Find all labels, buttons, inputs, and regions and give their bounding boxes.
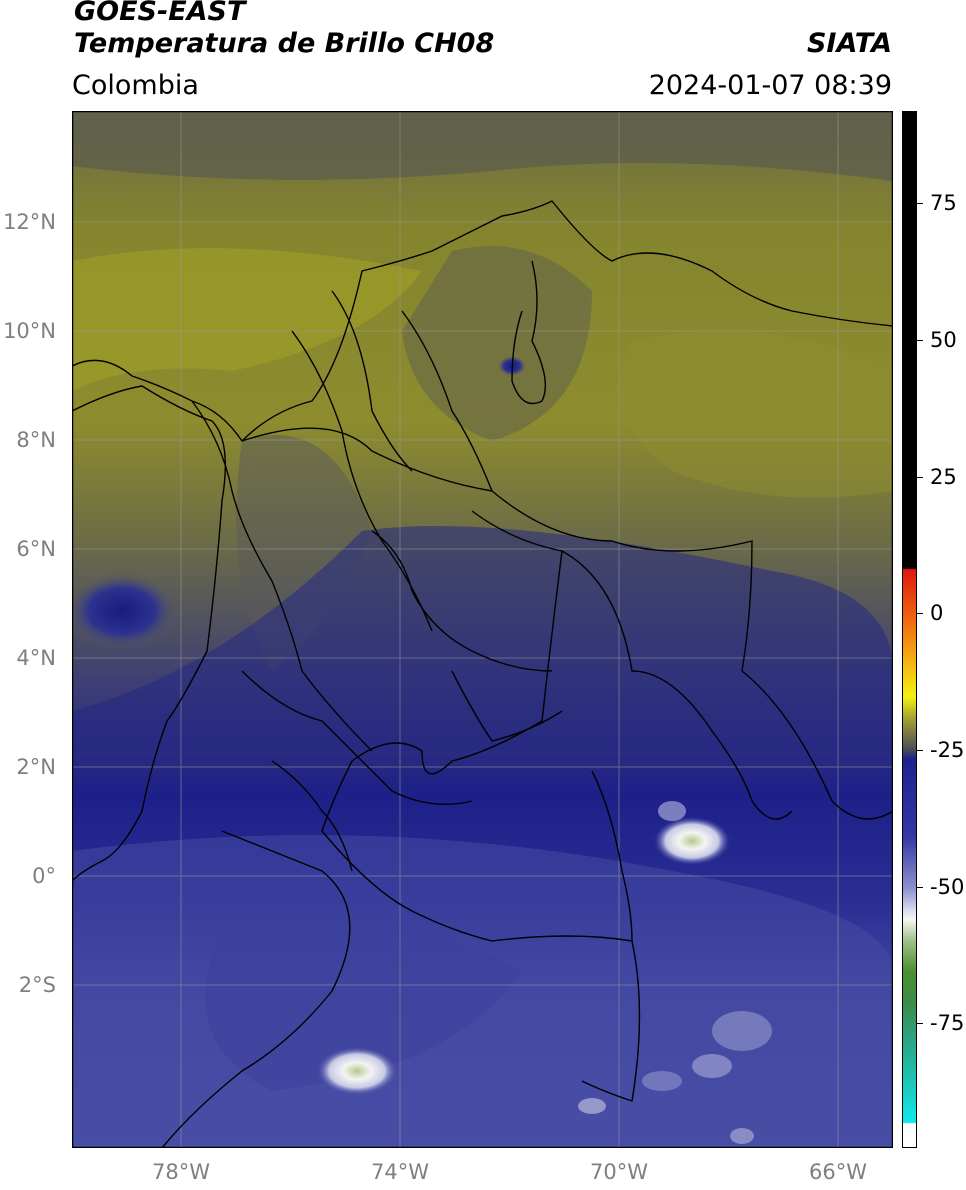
colorbar-label: 0: [930, 601, 944, 625]
colorbar-label: -50: [930, 875, 965, 899]
colorbar-label: 50: [930, 328, 957, 352]
satellite-map[interactable]: [72, 111, 893, 1148]
lat-label: 2°N: [16, 755, 56, 779]
lon-label: 66°W: [809, 1160, 867, 1184]
colorbar-tick: [917, 750, 923, 751]
satellite-title: GOES-EAST: [74, 0, 246, 27]
lat-label: 2°S: [18, 973, 56, 997]
lon-label: 74°W: [371, 1160, 429, 1184]
product-title: Temperatura de Brillo CH08: [74, 28, 495, 59]
lat-label: 10°N: [3, 319, 56, 343]
lat-label: 0°: [32, 864, 56, 888]
colorbar-label: -75: [930, 1011, 965, 1035]
colorbar-tick: [917, 340, 923, 341]
colorbar-tick: [917, 477, 923, 478]
lat-label: 4°N: [16, 646, 56, 670]
colorbar-label: 25: [930, 465, 957, 489]
colorbar-label: 75: [930, 191, 957, 215]
lat-label: 8°N: [16, 428, 56, 452]
agency-label: SIATA: [806, 28, 892, 59]
lon-label: 78°W: [152, 1160, 210, 1184]
colorbar-tick: [917, 203, 923, 204]
colorbar-label: -25: [930, 738, 965, 762]
lon-label: 70°W: [590, 1160, 648, 1184]
lat-label: 6°N: [16, 537, 56, 561]
temperature-colorbar: [902, 111, 917, 1148]
region-label: Colombia: [72, 70, 199, 101]
colorbar-tick: [917, 887, 923, 888]
colorbar-tick: [917, 613, 923, 614]
datetime-label: 2024-01-07 08:39: [648, 70, 892, 101]
lat-label: 12°N: [3, 210, 56, 234]
colorbar-tick: [917, 1023, 923, 1024]
